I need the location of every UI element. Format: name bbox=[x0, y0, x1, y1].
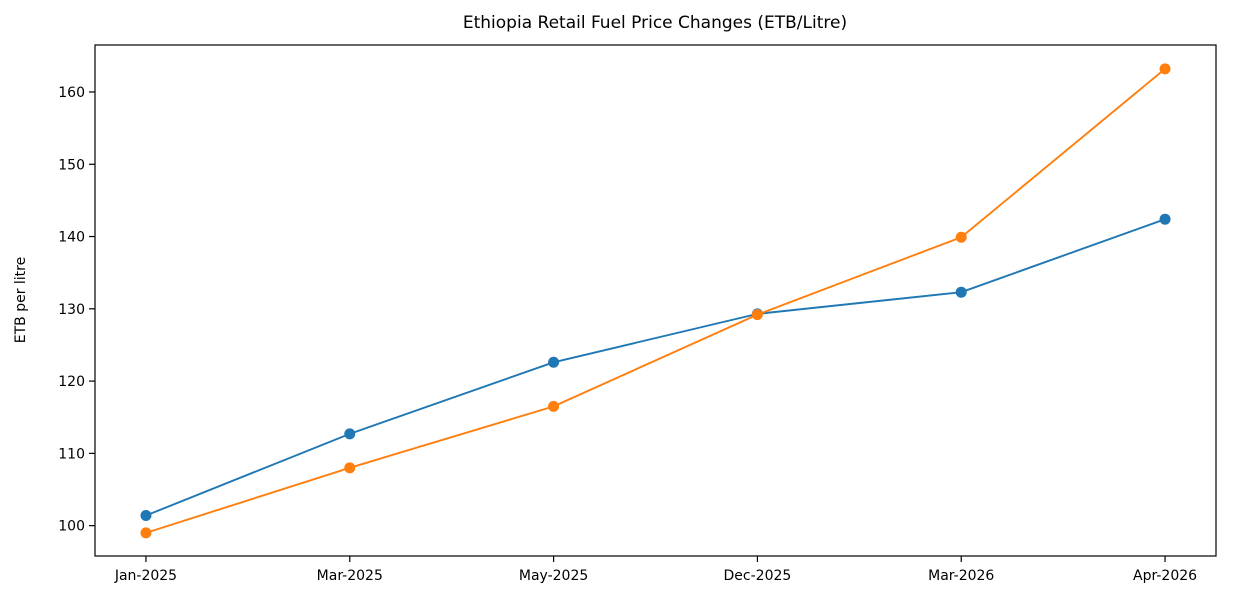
data-point-series-blue bbox=[955, 286, 967, 298]
x-tick-label: May-2025 bbox=[519, 568, 588, 584]
x-tick-label: Jan-2025 bbox=[114, 568, 177, 584]
chart-title: Ethiopia Retail Fuel Price Changes (ETB/… bbox=[463, 13, 847, 33]
data-point-series-orange bbox=[1159, 63, 1171, 75]
data-point-series-blue bbox=[548, 356, 560, 368]
y-tick-label: 140 bbox=[58, 230, 85, 246]
plot-area: 100 110 120 130 140 150 160 Jan-2025 Mar-2025 May… bbox=[58, 44, 1217, 584]
data-point-series-orange bbox=[955, 231, 967, 243]
data-point-series-orange bbox=[548, 400, 560, 412]
data-point-series-orange bbox=[751, 309, 763, 321]
series-line-series-orange bbox=[145, 67, 1166, 534]
x-tick-label: Mar-2026 bbox=[928, 568, 994, 584]
y-tick-label: 110 bbox=[58, 446, 85, 462]
data-point-series-blue bbox=[140, 510, 152, 522]
y-tick-label: 150 bbox=[58, 157, 85, 173]
axes-frame bbox=[94, 44, 1217, 557]
y-tick-label: 160 bbox=[58, 85, 85, 101]
data-point-series-blue bbox=[1159, 213, 1171, 225]
x-tick-label: Mar-2025 bbox=[317, 568, 383, 584]
data-point-series-orange bbox=[140, 527, 152, 539]
x-tick-label: Apr-2026 bbox=[1133, 568, 1197, 584]
data-point-series-orange bbox=[344, 462, 356, 474]
y-axis-label: ETB per litre bbox=[13, 257, 29, 344]
x-tick-label: Dec-2025 bbox=[724, 568, 792, 584]
y-tick-label: 120 bbox=[58, 374, 85, 390]
data-point-series-blue bbox=[344, 428, 356, 440]
y-tick-label: 130 bbox=[58, 302, 85, 318]
y-tick-label: 100 bbox=[58, 519, 85, 535]
series-line-series-blue bbox=[145, 218, 1166, 517]
